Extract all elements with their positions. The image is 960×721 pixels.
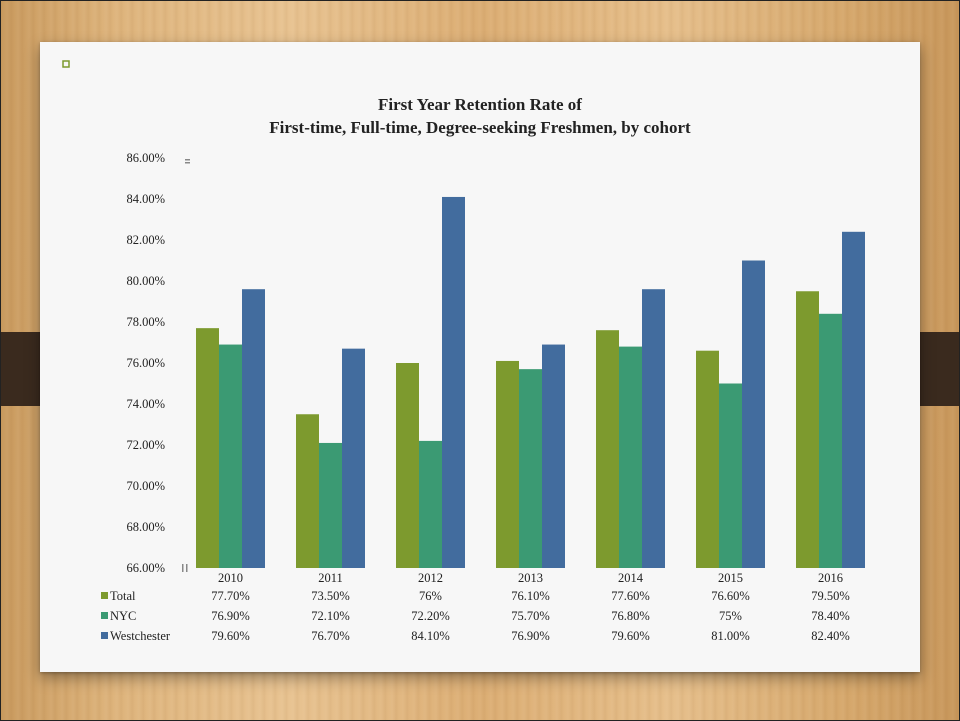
x-category-label: 2015	[718, 571, 743, 585]
y-tick-label: 78.00%	[126, 315, 165, 329]
axis-marker	[185, 159, 190, 161]
bar-nyc-2012	[419, 440, 442, 568]
table-value: 76.90%	[211, 609, 250, 623]
series-label-total: Total	[110, 589, 136, 603]
bar-total-2014	[596, 330, 619, 568]
x-category-label: 2010	[218, 571, 243, 585]
bar-nyc-2011	[319, 442, 342, 568]
bar-westchester-2013	[542, 344, 565, 568]
retention-chart: First Year Retention Rate of First-time,…	[62, 60, 865, 643]
axis-marker	[185, 162, 190, 164]
y-tick-label: 66.00%	[126, 561, 165, 575]
table-value: 73.50%	[311, 589, 350, 603]
y-tick-label: 80.00%	[126, 274, 165, 288]
bar-westchester-2014	[642, 289, 665, 568]
bar-nyc-2016	[819, 313, 842, 568]
bar-westchester-2011	[342, 348, 365, 568]
axis-marker	[182, 564, 184, 572]
y-tick-label: 84.00%	[126, 192, 165, 206]
slide-panel: First Year Retention Rate of First-time,…	[40, 42, 920, 672]
table-value: 75%	[719, 609, 742, 623]
legend-swatch-nyc	[101, 612, 108, 619]
bar-total-2013	[496, 360, 519, 568]
table-value: 76.60%	[711, 589, 750, 603]
axis-marker	[186, 564, 188, 572]
table-value: 78.40%	[811, 609, 850, 623]
x-category-label: 2014	[618, 571, 644, 585]
table-value: 79.50%	[811, 589, 850, 603]
x-category-label: 2013	[518, 571, 543, 585]
bar-total-2010	[196, 328, 219, 568]
x-category-label: 2012	[418, 571, 443, 585]
bar-total-2012	[396, 363, 419, 568]
bar-total-2011	[296, 414, 319, 568]
bar-nyc-2013	[519, 369, 542, 568]
y-tick-label: 72.00%	[126, 438, 165, 452]
series-label-nyc: NYC	[110, 609, 136, 623]
y-tick-label: 82.00%	[126, 233, 165, 247]
y-tick-label: 74.00%	[126, 397, 165, 411]
x-category-label: 2011	[318, 571, 343, 585]
y-tick-label: 86.00%	[126, 151, 165, 165]
x-category-label: 2016	[818, 571, 843, 585]
table-value: 79.60%	[611, 629, 650, 643]
bar-nyc-2014	[619, 346, 642, 568]
table-value: 76.80%	[611, 609, 650, 623]
table-value: 75.70%	[511, 609, 550, 623]
bar-westchester-2016	[842, 231, 865, 569]
legend-swatch-total	[101, 592, 108, 599]
bar-total-2016	[796, 291, 819, 568]
table-value: 76.10%	[511, 589, 550, 603]
y-tick-label: 76.00%	[126, 356, 165, 370]
table-value: 82.40%	[811, 629, 850, 643]
legend-swatch-westchester	[101, 632, 108, 639]
corner-marker	[62, 60, 70, 68]
chart-title: First Year Retention Rate of	[378, 95, 582, 114]
table-value: 79.60%	[211, 629, 250, 643]
y-tick-label: 70.00%	[126, 479, 165, 493]
table-value: 81.00%	[711, 629, 750, 643]
table-value: 76.70%	[311, 629, 350, 643]
table-value: 76%	[419, 589, 442, 603]
table-value: 72.10%	[311, 609, 350, 623]
table-value: 72.20%	[411, 609, 450, 623]
table-value: 76.90%	[511, 629, 550, 643]
chart-subtitle: First-time, Full-time, Degree-seeking Fr…	[269, 118, 691, 137]
bar-nyc-2010	[219, 344, 242, 568]
bar-westchester-2010	[242, 289, 265, 568]
table-value: 84.10%	[411, 629, 450, 643]
bar-total-2015	[696, 350, 719, 568]
bar-nyc-2015	[719, 383, 742, 568]
table-value: 77.70%	[211, 589, 250, 603]
table-value: 77.60%	[611, 589, 650, 603]
bar-westchester-2012	[442, 196, 465, 568]
y-tick-label: 68.00%	[126, 520, 165, 534]
bar-westchester-2015	[742, 260, 765, 568]
series-label-westchester: Westchester	[110, 629, 171, 643]
